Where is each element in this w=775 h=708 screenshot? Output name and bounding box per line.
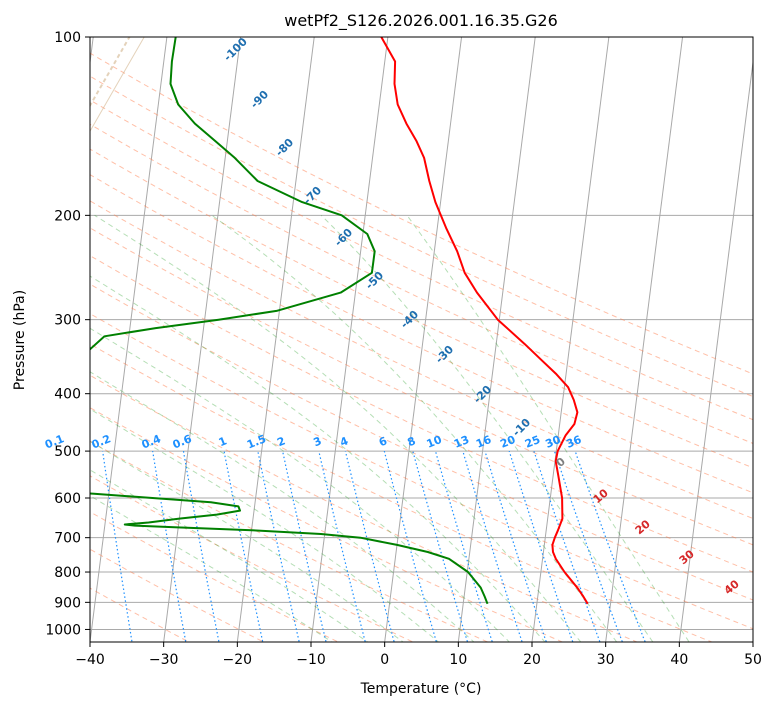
mixing-ratio-label: 3 bbox=[312, 434, 324, 449]
y-tick-label: 500 bbox=[54, 444, 81, 460]
x-tick-label: 0 bbox=[380, 652, 389, 668]
dry-adiabat-line bbox=[90, 343, 714, 642]
mixing-ratio-label: 13 bbox=[452, 433, 471, 451]
chart-title: wetPf2_S126.2026.001.16.35.G26 bbox=[284, 11, 558, 31]
x-tick-label: 10 bbox=[449, 652, 467, 668]
mixing-ratio-label: 36 bbox=[564, 433, 583, 451]
plot-frame bbox=[89, 36, 754, 643]
data-series bbox=[90, 37, 589, 605]
y-axis-ticks: 1000 900 800 700 600 500 400 300 200 100 bbox=[45, 30, 90, 638]
dry-adiabat-line bbox=[90, 148, 753, 469]
isotherm-line bbox=[384, 37, 463, 642]
mixing-ratio-line bbox=[318, 450, 366, 642]
moist-adiabat-line bbox=[94, 214, 582, 642]
mixing-ratio-line bbox=[257, 450, 300, 642]
dry-adiabat-line bbox=[90, 99, 753, 421]
isotherm-line bbox=[605, 37, 684, 642]
moist-adiabat-line bbox=[90, 408, 440, 642]
y-tick-label: 800 bbox=[54, 565, 81, 581]
isotherm-line bbox=[457, 37, 536, 642]
mixing-ratio-line bbox=[344, 450, 395, 642]
y-tick-label: 200 bbox=[54, 208, 81, 224]
moist-adiabat-line bbox=[90, 440, 404, 642]
dry-adiabat-line bbox=[90, 313, 753, 630]
y-tick-label: 100 bbox=[54, 30, 81, 46]
mixing-ratio-label: 1 bbox=[217, 434, 229, 449]
x-tick-label: −10 bbox=[296, 652, 326, 668]
mixing-ratio-label: 25 bbox=[523, 433, 542, 451]
dry-adiabat-line bbox=[90, 227, 753, 546]
mixing-ratio-line bbox=[383, 450, 438, 642]
mixing-ratio-line bbox=[223, 450, 264, 642]
moist-adiabat-line bbox=[90, 275, 546, 642]
dry-adiabat-line bbox=[90, 174, 753, 494]
y-tick-label: 700 bbox=[54, 531, 81, 547]
x-tick-label: −30 bbox=[149, 652, 179, 668]
isotherm-line bbox=[236, 37, 315, 642]
x-tick-label: 50 bbox=[744, 652, 762, 668]
mixing-ratio-label: 2 bbox=[275, 434, 287, 449]
x-tick-label: −20 bbox=[223, 652, 253, 668]
dry-adiabat-line bbox=[90, 374, 639, 642]
mixing-ratio-label: 20 bbox=[498, 433, 517, 451]
mixing-ratio-label: 10 bbox=[425, 433, 444, 451]
dry-adiabat-line bbox=[90, 75, 753, 398]
dry-adiabat-line bbox=[90, 255, 753, 573]
mixing-ratio-line bbox=[434, 450, 493, 642]
x-tick-label: 20 bbox=[523, 652, 541, 668]
mixing-ratio-line bbox=[102, 451, 133, 642]
mixing-ratio-label: 8 bbox=[406, 434, 418, 449]
isotherm-line bbox=[531, 37, 610, 642]
moist-adiabat-line bbox=[90, 371, 475, 642]
x-tick-label: 30 bbox=[597, 652, 615, 668]
y-tick-label: 400 bbox=[54, 387, 81, 403]
y-tick-label: 900 bbox=[54, 595, 81, 611]
temperature-line bbox=[380, 37, 589, 605]
mixing-ratio-line bbox=[282, 450, 327, 642]
isotherm-line bbox=[310, 37, 389, 642]
y-axis-label: Pressure (hPa) bbox=[12, 290, 28, 390]
mixing-ratio-line bbox=[152, 450, 187, 642]
x-axis-ticks: −40 −30 −20 −10 0 10 20 30 40 50 bbox=[75, 642, 762, 668]
isotherm-line bbox=[163, 37, 242, 642]
mixing-ratio-line bbox=[533, 450, 601, 642]
mixing-ratio-label: 30 bbox=[544, 433, 563, 451]
x-axis-label: Temperature (°C) bbox=[360, 681, 482, 697]
mixing-ratio-line bbox=[182, 451, 220, 642]
mixing-ratio-line bbox=[508, 450, 574, 642]
y-tick-label: 600 bbox=[54, 491, 81, 507]
background-lines bbox=[90, 37, 753, 642]
moist-adiabat-line bbox=[320, 214, 654, 642]
moist-adiabat-line bbox=[90, 469, 369, 642]
mixing-ratio-line bbox=[412, 450, 469, 642]
mixing-ratio-label: 16 bbox=[474, 433, 493, 451]
mixing-ratio-line bbox=[484, 450, 547, 642]
x-tick-label: 40 bbox=[670, 652, 688, 668]
isotherm-line bbox=[678, 58, 753, 642]
mixing-ratio-line bbox=[462, 450, 523, 642]
dry-adiabat-line bbox=[90, 511, 340, 642]
y-tick-label: 300 bbox=[54, 313, 81, 329]
x-tick-label: −40 bbox=[75, 652, 105, 668]
dry-adiabat-line bbox=[90, 283, 753, 601]
dewpoint-line bbox=[90, 37, 489, 605]
y-tick-label: 1000 bbox=[45, 622, 81, 638]
moist-adiabat-line bbox=[90, 327, 511, 642]
moist-adiabat-line bbox=[211, 214, 618, 642]
